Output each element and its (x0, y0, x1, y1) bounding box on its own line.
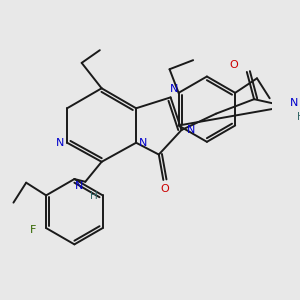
Text: H: H (297, 112, 300, 122)
Text: O: O (161, 184, 170, 194)
Text: N: N (75, 181, 83, 191)
Text: H: H (91, 191, 98, 201)
Text: F: F (30, 225, 37, 235)
Text: N: N (139, 138, 148, 148)
Text: N: N (56, 138, 64, 148)
Text: N: N (290, 98, 298, 108)
Text: N: N (170, 84, 178, 94)
Text: O: O (230, 60, 239, 70)
Text: N: N (186, 125, 195, 135)
